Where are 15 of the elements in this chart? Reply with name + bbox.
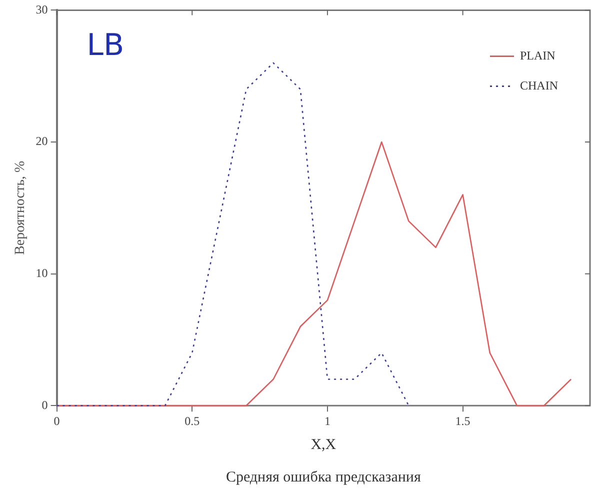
x-tick-label: 0 [54, 414, 60, 428]
legend-label: CHAIN [520, 78, 558, 92]
y-axis-title: Вероятность, % [13, 160, 28, 255]
legend-label: PLAIN [520, 48, 556, 62]
x-tick-label: 1.5 [455, 414, 470, 428]
y-tick-label: 10 [36, 266, 48, 280]
y-tick-label: 30 [36, 2, 48, 16]
x-tick-label: 0.5 [184, 414, 200, 428]
line-series [56, 62, 410, 406]
text: Средняя ошибка предсказания [226, 469, 421, 486]
x-axis-title: X,X [310, 436, 336, 453]
x-tick-label: 1 [324, 414, 330, 428]
y-tick-label: 20 [36, 134, 48, 148]
annotation: LB [86, 28, 124, 63]
y-tick-label: 0 [42, 398, 48, 412]
